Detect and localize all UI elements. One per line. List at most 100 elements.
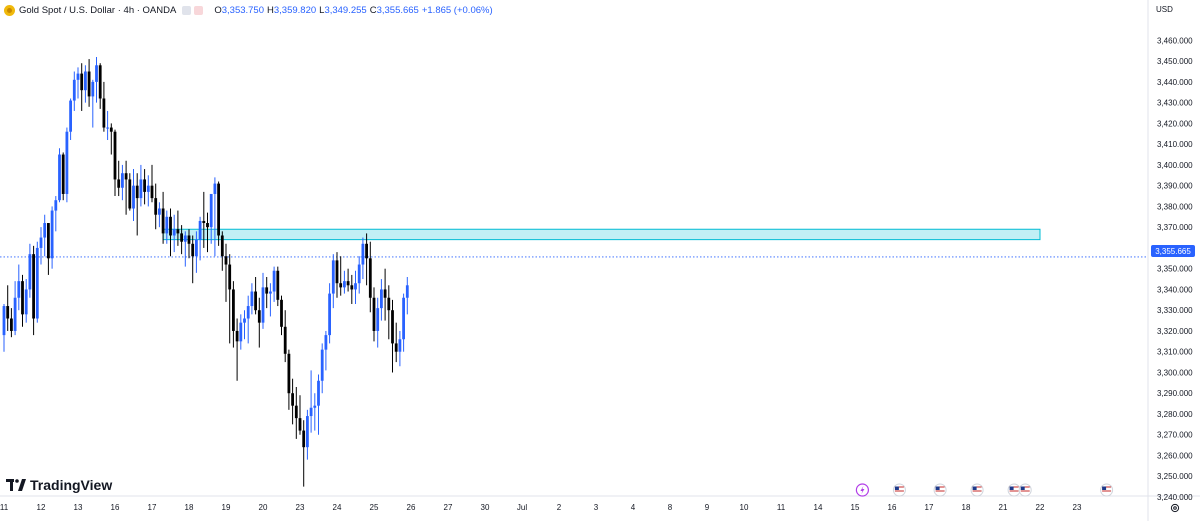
- candle-body: [402, 297, 405, 340]
- time-axis[interactable]: 11 12 13 16 17 18 19 20 23 24 25 26 27 30 Jul 2 3 4 8 9 10 11…: [0, 503, 1082, 512]
- candle-body: [276, 270, 280, 300]
- candle: [272, 266, 276, 302]
- candle-body: [150, 185, 154, 199]
- candle-body: [254, 291, 257, 311]
- candle-body: [306, 416, 309, 448]
- candle-body: [272, 270, 276, 292]
- us-flag-icon[interactable]: [1018, 483, 1032, 497]
- candles: [2, 56, 409, 487]
- us-flag-icon[interactable]: [1007, 483, 1021, 497]
- candle-body: [398, 339, 402, 352]
- candle-body: [376, 308, 380, 331]
- candle: [228, 254, 232, 344]
- more-menu-icon[interactable]: [194, 5, 204, 15]
- candle: [98, 63, 102, 109]
- candle-body: [294, 405, 298, 419]
- candle: [239, 314, 243, 350]
- us-flag-icon[interactable]: [1100, 483, 1114, 497]
- candle-body: [198, 220, 202, 240]
- resistance-zone-rectangle[interactable]: [162, 228, 1041, 241]
- candle: [335, 252, 339, 298]
- candle-body: [176, 229, 180, 234]
- candle-body: [335, 260, 339, 284]
- candle-body: [383, 289, 387, 298]
- candle: [135, 173, 139, 236]
- candle-body: [261, 287, 265, 323]
- time-tick-label: 11: [777, 503, 786, 512]
- candle-body: [387, 297, 391, 311]
- candle: [250, 283, 254, 315]
- candle-body: [32, 254, 35, 319]
- currency-label[interactable]: USD: [1156, 4, 1173, 14]
- price-tick-label: 3,420.000: [1157, 119, 1193, 128]
- eye-toggle-icon[interactable]: [182, 5, 192, 15]
- candle-body: [54, 200, 58, 211]
- candle-body: [250, 291, 254, 307]
- candle: [191, 235, 195, 284]
- candle-body: [28, 254, 32, 290]
- time-tick-label: Jul: [517, 503, 527, 512]
- candle-body: [391, 310, 394, 344]
- candle: [265, 276, 269, 309]
- time-tick-label: 12: [37, 503, 46, 512]
- candle-body: [257, 310, 261, 323]
- candle-body: [158, 208, 161, 215]
- candle: [287, 349, 291, 410]
- candle: [365, 233, 368, 286]
- us-flag-icon[interactable]: [933, 483, 947, 497]
- candle: [387, 285, 391, 340]
- price-tick-label: 3,340.000: [1157, 285, 1193, 294]
- time-tick-label: 16: [888, 503, 897, 512]
- legend-controls[interactable]: [182, 5, 206, 15]
- candle: [132, 169, 135, 221]
- candle-body: [35, 247, 39, 319]
- candle-body: [50, 210, 54, 259]
- candle: [139, 164, 143, 207]
- price-tick-label: 3,430.000: [1157, 99, 1193, 108]
- candle: [213, 177, 217, 257]
- price-axis[interactable]: 3,460.000 3,450.000 3,440.000 3,430.000 3,42…: [1157, 36, 1193, 502]
- candle-body: [365, 243, 368, 259]
- candle-body: [124, 173, 128, 180]
- candle-body: [361, 243, 365, 265]
- candle-body: [80, 73, 84, 91]
- candle-body: [357, 264, 361, 284]
- us-flag-icon[interactable]: [970, 483, 984, 497]
- candle-body: [220, 235, 224, 257]
- candle: [195, 231, 198, 273]
- candle: [328, 283, 331, 344]
- candle: [165, 210, 169, 244]
- candle: [354, 270, 357, 304]
- economic-events[interactable]: [855, 483, 1114, 497]
- price-tick-label: 3,440.000: [1157, 78, 1193, 87]
- candle: [276, 266, 280, 307]
- candle-body: [183, 235, 187, 242]
- settings-gear-icon[interactable]: [1170, 503, 1180, 513]
- time-tick-label: 18: [962, 503, 971, 512]
- candle: [121, 164, 124, 201]
- candle: [391, 299, 394, 373]
- candle: [124, 160, 128, 215]
- us-flag-icon[interactable]: [892, 483, 906, 497]
- candle: [21, 274, 24, 327]
- candle-body: [69, 100, 72, 132]
- candle: [405, 276, 409, 315]
- candle: [402, 293, 405, 352]
- candle-body: [84, 71, 87, 91]
- candle: [58, 148, 61, 203]
- tradingview-brand[interactable]: TradingView: [6, 476, 112, 494]
- candle: [209, 193, 213, 244]
- candle-body: [291, 393, 294, 406]
- candle-body: [394, 343, 398, 352]
- lightning-event-icon[interactable]: [855, 483, 870, 497]
- candle-body: [91, 81, 95, 97]
- candle-body: [228, 264, 232, 290]
- candle-body: [58, 154, 61, 201]
- candle: [269, 283, 272, 317]
- symbol-title[interactable]: Gold Spot / U.S. Dollar · 4h · OANDA: [19, 4, 177, 16]
- candle-body: [180, 233, 183, 242]
- candle: [361, 237, 365, 280]
- candle-body: [202, 220, 206, 224]
- candle-body: [17, 281, 21, 298]
